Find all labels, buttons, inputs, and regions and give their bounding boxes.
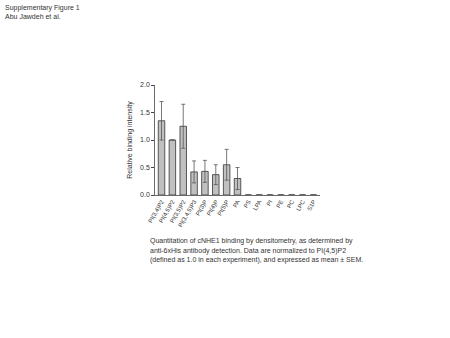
html-text:(defined as 1.0 in each experi: (defined as 1.0 in each experiment), and… — [150, 256, 364, 263]
html-text:Abu Jawdeh et al.: Abu Jawdeh et al. — [5, 13, 61, 20]
svg-text:PC: PC — [286, 198, 296, 209]
svg-text:PS: PS — [243, 199, 252, 209]
svg-text:PA: PA — [232, 199, 241, 209]
svg-text:PI(3,4)P2: PI(3,4)P2 — [147, 198, 165, 224]
svg-text:PI(4,5)P2: PI(4,5)P2 — [158, 198, 176, 224]
svg-text:2.0: 2.0 — [140, 81, 150, 88]
svg-text:PI(3)P: PI(3)P — [195, 199, 209, 217]
svg-text:PI(4)P: PI(4)P — [206, 199, 220, 217]
svg-text:0.5: 0.5 — [140, 164, 150, 171]
svg-text:PI(5)P: PI(5)P — [216, 199, 230, 217]
html-text:anti-6xHis antibody detection.: anti-6xHis antibody detection. Data are … — [150, 246, 347, 254]
svg-text:Relative binding intensity: Relative binding intensity — [126, 101, 134, 179]
svg-text:LPC: LPC — [295, 198, 306, 212]
html-text:Supplementary Figure 1: Supplementary Figure 1 — [5, 4, 80, 11]
svg-text:PI(3,4,5)P3: PI(3,4,5)P3 — [177, 198, 198, 228]
svg-text:1.0: 1.0 — [140, 136, 150, 143]
svg-text:PI(3,5)P2: PI(3,5)P2 — [169, 198, 187, 224]
svg-text:0.0: 0.0 — [140, 191, 150, 198]
svg-text:S1P: S1P — [306, 199, 317, 212]
svg-text:LPA: LPA — [252, 199, 263, 211]
svg-text:PI: PI — [266, 199, 274, 207]
html-text:Quantitation of cNHE1 binding: Quantitation of cNHE1 binding by densito… — [150, 237, 353, 244]
svg-text:1.5: 1.5 — [140, 109, 150, 116]
svg-text:PE: PE — [275, 199, 284, 209]
